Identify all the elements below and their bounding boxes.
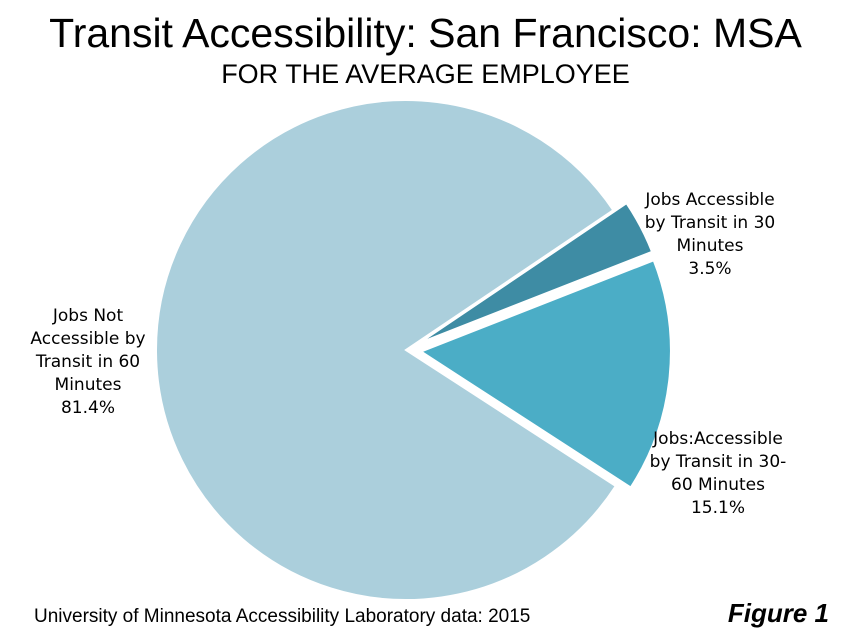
source-note: University of Minnesota Accessibility La… <box>34 606 531 627</box>
chart-title: Transit Accessibility: San Francisco: MS… <box>49 10 802 56</box>
pie-labels: Jobs Accessible by Transit in 30 Minutes 3.… <box>30 190 786 518</box>
slice-label-2: Jobs:Accessible by Transit in 30-60 Minut… <box>650 429 787 518</box>
pie-slice-3 <box>155 99 618 601</box>
pie-slice-2 <box>418 258 672 489</box>
chart-subtitle: FOR THE AVERAGE EMPLOYEE <box>221 59 630 89</box>
figure-label: Figure 1 <box>727 598 829 628</box>
pie-slice-1 <box>418 201 654 344</box>
slice-label-3: Jobs Not Accessible by Transit in 60 Minute… <box>30 306 145 418</box>
slice-label-1: Jobs Accessible by Transit in 30 Minutes 3.… <box>644 190 775 279</box>
pie-slices <box>155 99 672 601</box>
